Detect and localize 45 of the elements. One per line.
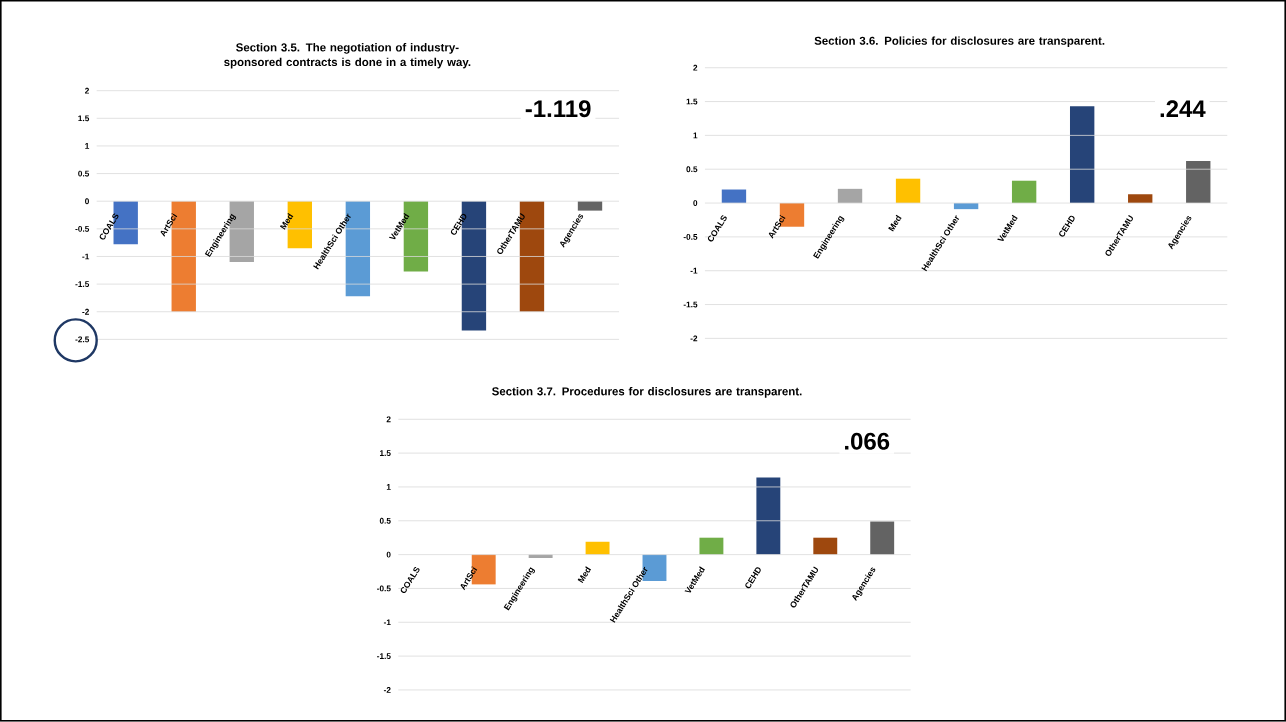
y-tick-label: -2 — [690, 335, 698, 342]
y-tick-label: 2 — [85, 87, 89, 94]
bar — [870, 521, 895, 555]
y-tick-label: 2 — [693, 64, 698, 71]
y-tick-label: 0 — [693, 200, 698, 207]
y-tick-label: 0 — [85, 198, 89, 205]
y-tick-label: -1 — [383, 619, 391, 626]
bar — [756, 477, 781, 555]
annotation: .244 — [1160, 100, 1206, 118]
y-tick-label: -0.5 — [377, 585, 391, 592]
chart-title: Section 3.6. Policies for disclosures are transparent. — [814, 36, 1105, 48]
y-tick-label: -1.5 — [75, 281, 90, 288]
y-tick-label: 1 — [693, 132, 698, 139]
bar — [1186, 161, 1211, 204]
annotation: -1.119 — [525, 100, 591, 118]
bar — [813, 537, 838, 555]
y-tick-label: 0.5 — [78, 170, 90, 177]
y-tick-label: -2.5 — [75, 336, 90, 343]
chart-title: Section 3.5. The negotiation of industry-sponsored contracts is done in a timely way. — [224, 43, 471, 69]
bar — [895, 178, 921, 204]
y-tick-label: 0 — [386, 551, 391, 558]
bar — [585, 541, 610, 555]
y-tick-label: -1.5 — [377, 653, 391, 660]
y-tick-label: -0.5 — [75, 226, 90, 232]
y-tick-label: 1 — [85, 143, 90, 149]
y-tick-label: 1.5 — [686, 98, 698, 105]
chart-title: Section 3.7. Procedures for disclosures are transparent. — [492, 387, 802, 398]
y-tick-label: -1 — [690, 268, 698, 274]
y-tick-label: 2 — [386, 416, 391, 423]
y-tick-label: 1.5 — [78, 115, 90, 122]
y-tick-label: -0.5 — [683, 234, 698, 240]
y-tick-label: -2 — [82, 309, 89, 315]
y-tick-label: -2 — [383, 687, 391, 693]
bar — [1011, 180, 1037, 204]
y-tick-label: 1 — [386, 484, 391, 490]
bar — [699, 537, 724, 555]
annotation: .066 — [845, 432, 890, 450]
y-tick-label: 0.5 — [686, 166, 698, 173]
bar — [837, 188, 863, 204]
y-tick-label: -1.5 — [683, 301, 698, 308]
y-tick-label: 0.5 — [379, 518, 391, 524]
y-tick-label: -1 — [82, 253, 90, 260]
y-tick-label: 1.5 — [379, 450, 391, 457]
bar — [1069, 106, 1095, 204]
bar — [1128, 194, 1153, 204]
